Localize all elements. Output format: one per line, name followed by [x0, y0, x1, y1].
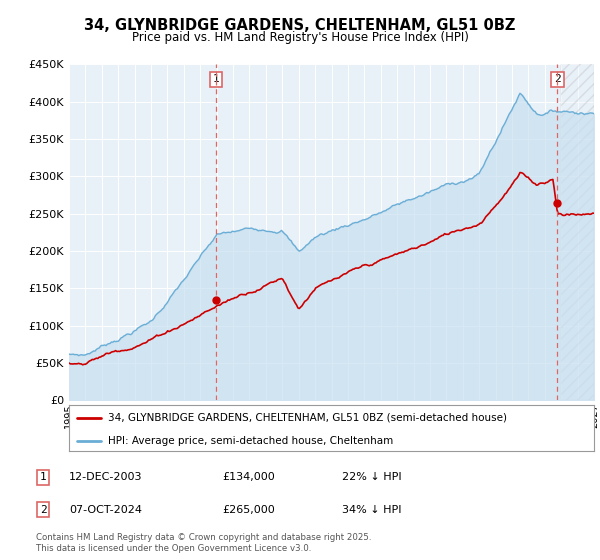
Text: £265,000: £265,000 — [222, 505, 275, 515]
Text: £134,000: £134,000 — [222, 472, 275, 482]
Text: 22% ↓ HPI: 22% ↓ HPI — [342, 472, 401, 482]
Text: 2: 2 — [40, 505, 47, 515]
Text: 34, GLYNBRIDGE GARDENS, CHELTENHAM, GL51 0BZ (semi-detached house): 34, GLYNBRIDGE GARDENS, CHELTENHAM, GL51… — [109, 413, 508, 423]
Text: 1: 1 — [40, 472, 47, 482]
Text: 12-DEC-2003: 12-DEC-2003 — [69, 472, 143, 482]
Text: 2: 2 — [554, 74, 561, 85]
Text: HPI: Average price, semi-detached house, Cheltenham: HPI: Average price, semi-detached house,… — [109, 436, 394, 446]
Text: 34, GLYNBRIDGE GARDENS, CHELTENHAM, GL51 0BZ: 34, GLYNBRIDGE GARDENS, CHELTENHAM, GL51… — [85, 18, 515, 33]
Text: 34% ↓ HPI: 34% ↓ HPI — [342, 505, 401, 515]
Text: Price paid vs. HM Land Registry's House Price Index (HPI): Price paid vs. HM Land Registry's House … — [131, 31, 469, 44]
Text: Contains HM Land Registry data © Crown copyright and database right 2025.
This d: Contains HM Land Registry data © Crown c… — [36, 533, 371, 553]
Text: 07-OCT-2024: 07-OCT-2024 — [69, 505, 142, 515]
Text: 1: 1 — [212, 74, 219, 85]
